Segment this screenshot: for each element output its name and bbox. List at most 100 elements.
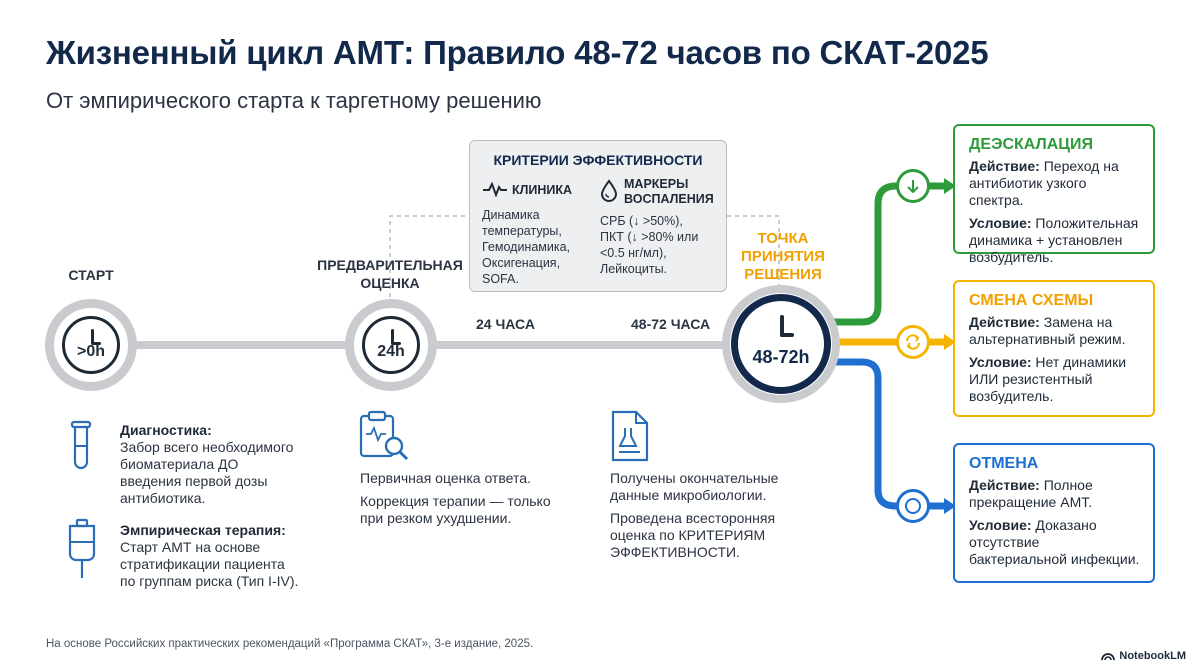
condition-label: Условие: [969,354,1032,370]
decision-label-line3: РЕШЕНИЯ [744,266,822,283]
prelim-label-line2: ОЦЕНКА [360,275,420,291]
arrowhead-cancel [944,498,956,514]
notebooklm-logo-icon [1101,653,1116,661]
page-title: Жизненный цикл АМТ: Правило 48-72 часов … [46,34,989,71]
condition-text: ИЛИ резистентный [969,371,1093,387]
outcome-card-deescalation: ДЕЭСКАЛАЦИЯ Действие: Переход на антибиот… [953,124,1155,265]
prelim-info-line: при резком ухудшении. [360,510,512,526]
brand-name: NotebookLM [1119,650,1186,662]
action-text: Замена на [1039,314,1113,330]
markers-line: Лейкоциты. [600,262,668,276]
page-subtitle: От эмпирического старта к таргетному реш… [46,88,542,113]
outcome-condition: Условие: Нет динамики ИЛИ резистентный воз… [969,354,1141,405]
outcome-condition: Условие: Доказано отсутствие бактериальной… [969,517,1141,568]
decision-node: 48-72h [722,285,840,403]
start-node: >0h [45,299,137,391]
action-text: прекращение АМТ. [969,494,1093,510]
condition-text: Нет динамики [1031,354,1127,370]
start-time: >0h [76,343,105,360]
empiric-line: Старт АМТ на основе [120,539,261,555]
prelim-info: Первичная оценка ответа. Коррекция терап… [360,470,551,527]
outcome-card-change: СМЕНА СХЕМЫ Действие: Замена на альтернат… [953,280,1155,417]
condition-label: Условие: [969,215,1032,231]
clinic-heading: КЛИНИКА [512,183,573,197]
action-text: Переход на [1039,158,1119,174]
condition-text: возбудитель. [969,388,1054,404]
diagnostics-line: биоматериала ДО [120,456,239,472]
outcome-action: Действие: Полное прекращение АМТ. [969,477,1141,511]
prelim-label-line1: ПРЕДВАРИТЕЛЬНАЯ [317,257,463,273]
outcome-card-cancel: ОТМЕНА Действие: Полное прекращение АМТ. … [953,443,1155,583]
droplet-icon [600,179,618,202]
clinic-line: температуры, [482,224,562,238]
arrowhead-deescalation [944,178,956,194]
lab-report-icon [611,410,649,462]
diagnostics-heading: Диагностика: [120,422,212,438]
clipboard-search-icon [359,410,409,461]
criteria-connector-right [727,215,780,300]
decision-time: 48-72h [752,346,810,367]
clinic-line: Оксигенация, [482,256,561,270]
action-label: Действие: [969,314,1040,330]
condition-label: Условие: [969,517,1032,533]
outcome-action: Действие: Переход на антибиотик узкого сп… [969,158,1141,209]
arrowhead-change [944,334,956,350]
empiric-heading: Эмпирическая терапия: [120,522,286,538]
diagnostics-line: введения первой дозы [120,473,268,489]
decision-info-line: оценка по КРИТЕРИЯМ [610,527,766,543]
branch-arrow-cancel [830,358,948,510]
empiric-line: стратификации пациента [120,556,285,572]
prelim-info-line: Первичная оценка ответа. [360,470,531,486]
empiric-block: Эмпирическая терапия: Старт АМТ на основ… [120,522,298,590]
criteria-box: КРИТЕРИИ ЭФФЕКТИВНОСТИ КЛИНИКА Динамика … [469,140,727,292]
arrow-down-icon [896,169,930,203]
markers-line: СРБ (↓ >50%), [600,214,683,228]
segment-24-label: 24 ЧАСА [476,316,535,332]
condition-text: отсутствие [969,534,1040,550]
clock-icon: 24h [362,316,420,374]
diagnostics-block: Диагностика: Забор всего необходимого би… [120,422,293,507]
decision-label: ТОЧКА ПРИНЯТИЯ РЕШЕНИЯ [728,230,838,284]
outcome-title: СМЕНА СХЕМЫ [969,292,1094,309]
clinic-line: Динамика [482,208,540,222]
diagnostics-line: Забор всего необходимого [120,439,294,455]
stop-icon [896,489,930,523]
brand-watermark: NotebookLM [1101,650,1186,662]
start-label: СТАРТ [68,267,114,283]
condition-text: Доказано [1031,517,1097,533]
clinic-text: Динамика температуры, Гемодинамика, Окси… [482,207,570,287]
segment-48-72-label: 48-72 ЧАСА [631,316,711,332]
clinic-line: SOFA. [482,272,519,286]
markers-heading: МАРКЕРЫ ВОСПАЛЕНИЯ [624,177,714,207]
outcome-title: ОТМЕНА [969,455,1039,472]
condition-text: возбудитель. [969,249,1054,265]
iv-bag-icon [68,518,96,578]
criteria-connector-left [389,215,469,297]
prelim-info-line: Коррекция терапии — только [360,493,551,509]
action-text: альтернативный режим. [969,331,1126,347]
condition-text: динамика + установлен [969,232,1123,248]
pulse-icon [483,181,507,197]
branch-arrow-deescalation [830,182,948,326]
condition-text: Положительная [1031,215,1139,231]
decision-info-line: Получены окончательные [610,470,779,486]
decision-label-line1: ТОЧКА [757,230,809,247]
test-tube-icon [70,420,92,470]
markers-heading-line2: ВОСПАЛЕНИЯ [624,192,714,206]
markers-text: СРБ (↓ >50%), ПКТ (↓ >80% или <0.5 нг/мл… [600,213,698,277]
outcome-title: ДЕЭСКАЛАЦИЯ [969,136,1093,153]
decision-info-line: ЭФФЕКТИВНОСТИ. [610,544,740,560]
action-text: антибиотик узкого спектра. [969,175,1087,208]
clock-icon: 48-72h [731,294,831,394]
source-footnote: На основе Российских практических рекоме… [46,638,534,650]
decision-info: Получены окончательные данные микробиоло… [610,470,778,561]
markers-heading-line1: МАРКЕРЫ [624,177,689,191]
prelim-label: ПРЕДВАРИТЕЛЬНАЯ ОЦЕНКА [310,256,470,292]
markers-line: <0.5 нг/мл), [600,246,667,260]
action-label: Действие: [969,158,1040,174]
condition-text: бактериальной инфекции. [969,551,1140,567]
prelim-time: 24h [377,343,405,360]
criteria-title: КРИТЕРИИ ЭФФЕКТИВНОСТИ [493,152,703,168]
outcome-action: Действие: Замена на альтернативный режим. [969,314,1141,348]
decision-info-line: Проведена всесторонняя [610,510,776,526]
